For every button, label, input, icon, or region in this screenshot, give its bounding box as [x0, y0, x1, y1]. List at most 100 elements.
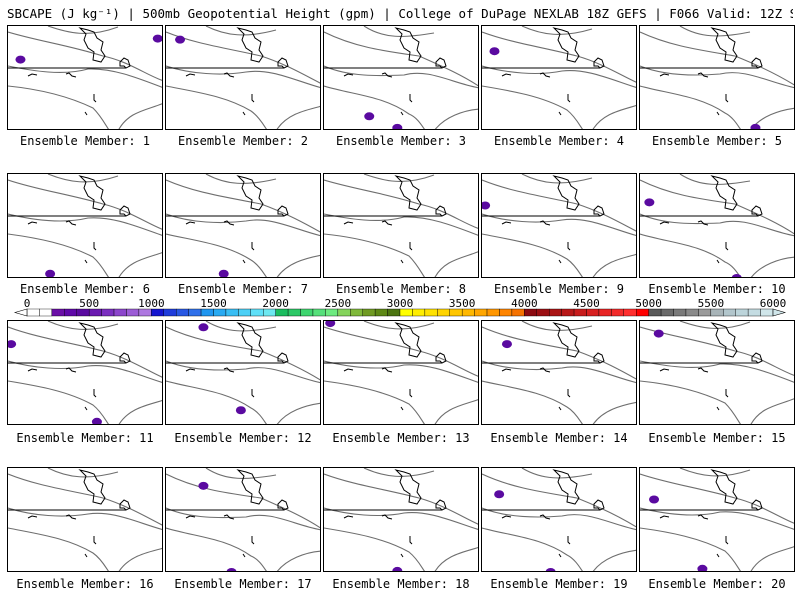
colorbar-segment — [362, 308, 376, 317]
member-caption: Ensemble Member: 16 — [16, 577, 154, 591]
lake-shape — [567, 94, 571, 103]
lake-shape — [185, 368, 196, 372]
coastline — [552, 469, 580, 505]
lake-shape — [84, 259, 88, 264]
colorbar-segment — [486, 308, 500, 317]
lake-shape — [84, 111, 88, 116]
colorbar-tick-label: 5500 — [698, 297, 725, 310]
member-map-panel — [165, 173, 321, 278]
height-contour — [482, 326, 636, 380]
colorbar-segment — [64, 308, 77, 317]
member-caption: Ensemble Member: 11 — [16, 431, 154, 445]
height-contour — [640, 31, 794, 86]
member-caption: Ensemble Member: 8 — [335, 282, 467, 296]
colorbar-segment — [735, 308, 749, 317]
cape-area — [392, 566, 403, 571]
height-contour — [205, 26, 277, 36]
lake-shape — [27, 515, 38, 519]
member-caption: Ensemble Member: 3 — [335, 134, 467, 148]
lake-shape — [539, 367, 551, 373]
lake-shape — [558, 111, 562, 116]
height-contour — [679, 321, 751, 329]
cape-area — [501, 340, 512, 349]
coastline — [593, 205, 605, 217]
height-contour — [324, 233, 425, 277]
cape-area — [198, 481, 209, 490]
colorbar-segment — [213, 308, 227, 317]
height-contour — [592, 401, 636, 424]
height-contour — [592, 549, 636, 571]
member-map-panel — [639, 25, 795, 130]
colorbar-tick-label: 2000 — [262, 297, 289, 310]
colorbar-segment — [126, 308, 140, 317]
lake-shape — [343, 73, 354, 77]
height-contour — [324, 31, 478, 87]
colorbar-segment — [524, 308, 537, 317]
lake-shape — [716, 553, 720, 558]
lake-shape — [251, 242, 255, 251]
member-caption: Ensemble Member: 15 — [648, 431, 786, 445]
cape-area — [198, 323, 209, 332]
map-title: SBCAPE (J kg⁻¹) | 500mb Geopotential Hei… — [7, 6, 793, 21]
coastline — [751, 352, 763, 364]
colorbar-segment — [561, 308, 575, 317]
lake-shape — [501, 73, 512, 77]
height-contour — [8, 233, 109, 277]
colorbar-segment — [312, 308, 326, 317]
colorbar-segment — [76, 308, 90, 317]
lake-shape — [27, 368, 38, 372]
height-contour — [434, 108, 478, 129]
height-contour — [8, 65, 162, 88]
member-caption: Ensemble Member: 18 — [332, 577, 470, 591]
coastline — [119, 205, 131, 217]
height-contour — [166, 213, 320, 237]
height-contour — [482, 507, 636, 531]
member-map-panel — [481, 320, 637, 425]
height-contour — [482, 473, 636, 528]
height-contour — [166, 233, 267, 277]
height-contour — [640, 65, 794, 89]
height-contour — [482, 31, 636, 83]
colorbar-segment — [760, 308, 774, 317]
lake-shape — [716, 406, 720, 411]
colorbar-segment — [39, 308, 53, 317]
coastline — [552, 175, 580, 211]
height-contour — [324, 507, 478, 530]
lake-shape — [251, 94, 255, 103]
height-contour — [482, 233, 583, 277]
colorbar-segment — [287, 308, 301, 317]
height-contour — [679, 174, 751, 185]
member-caption: Ensemble Member: 4 — [493, 134, 625, 148]
cape-area — [8, 340, 17, 349]
height-contour — [640, 326, 794, 376]
height-contour — [640, 527, 741, 571]
lake-shape — [185, 515, 196, 519]
height-contour — [118, 400, 162, 424]
cape-area — [392, 123, 403, 129]
member-map-panel — [165, 25, 321, 130]
colorbar-segment — [300, 308, 314, 317]
lake-shape — [539, 72, 551, 78]
member-map-panel — [323, 173, 479, 278]
coastline — [277, 205, 289, 217]
member-map-panel — [639, 467, 795, 572]
member-map-panel — [481, 173, 637, 278]
lake-shape — [501, 368, 512, 372]
lake-shape — [716, 259, 720, 264]
height-contour — [640, 233, 741, 277]
colorbar-segment — [88, 308, 102, 317]
coastline — [435, 205, 447, 217]
lake-shape — [381, 220, 393, 226]
cape-area — [545, 567, 556, 571]
member-map-panel — [7, 467, 163, 572]
colorbar-segment — [723, 308, 736, 317]
lake-shape — [251, 389, 255, 398]
height-contour — [47, 26, 119, 34]
lake-shape — [27, 221, 38, 225]
height-contour — [640, 380, 741, 424]
colorbar-tick-label: 3500 — [449, 297, 476, 310]
coastline — [236, 27, 264, 63]
colorbar-segment — [163, 308, 177, 317]
coastline — [435, 57, 447, 69]
colorbar-segment — [660, 308, 674, 317]
